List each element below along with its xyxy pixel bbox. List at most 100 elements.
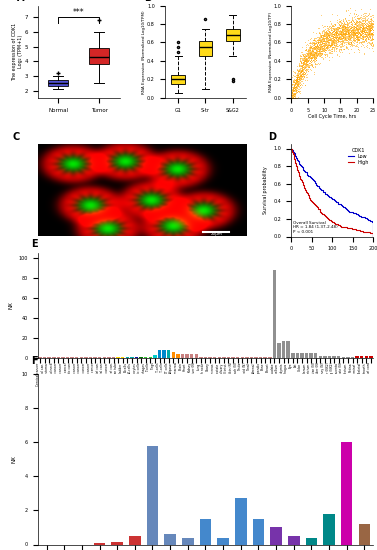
Point [330, 35, 336, 44]
Point [351, 29, 357, 37]
Point [331, 32, 337, 41]
Point [320, 30, 326, 39]
Point [312, 36, 318, 45]
Point [298, 73, 304, 81]
Point [369, 38, 375, 47]
Point [369, 29, 375, 37]
Point [359, 31, 365, 40]
Point [297, 69, 303, 78]
Point [299, 54, 305, 63]
Point [303, 65, 309, 74]
Point [343, 15, 349, 24]
Point [305, 45, 311, 53]
Point [334, 37, 340, 46]
Point [345, 27, 351, 36]
Point [365, 30, 371, 39]
Point [318, 51, 324, 60]
Point [308, 43, 314, 52]
Point [340, 31, 346, 40]
Point [369, 20, 375, 29]
Point [309, 41, 315, 50]
Point [316, 33, 322, 42]
Bar [341, 442, 352, 544]
Point [354, 16, 360, 25]
Point [345, 20, 351, 29]
Point [354, 18, 360, 27]
Point [340, 31, 346, 40]
Point [290, 91, 296, 100]
Point [351, 41, 357, 50]
Point [331, 30, 337, 38]
Point [293, 82, 299, 91]
Point [340, 38, 346, 47]
Point [300, 67, 306, 76]
Point [356, 32, 362, 41]
Point [305, 57, 311, 65]
Point [354, 21, 360, 30]
Point [328, 19, 334, 28]
Point [295, 82, 301, 91]
Point [292, 75, 298, 84]
Point [331, 32, 337, 41]
Point [328, 32, 334, 41]
Point [353, 23, 359, 32]
Point [310, 47, 316, 56]
Point [289, 94, 295, 102]
Point [308, 42, 314, 51]
Point [313, 50, 319, 59]
Point [328, 32, 334, 41]
Point [362, 15, 368, 24]
Point [340, 30, 346, 38]
Point [359, 18, 365, 27]
Point [331, 45, 337, 54]
Point [321, 35, 327, 43]
Point [323, 43, 329, 52]
Point [331, 40, 337, 49]
Point [317, 33, 323, 42]
Point [299, 64, 305, 73]
Point [294, 68, 300, 77]
Point [303, 60, 309, 69]
Point [370, 18, 376, 27]
Point [369, 25, 375, 34]
Point [331, 40, 337, 49]
Point [355, 35, 361, 44]
Point [320, 44, 326, 53]
Point [317, 51, 323, 60]
Point [322, 28, 328, 36]
Point [295, 80, 301, 89]
Point [342, 29, 348, 37]
Point [364, 42, 370, 51]
Point [361, 24, 367, 32]
Point [340, 35, 346, 44]
Point [321, 30, 327, 38]
Point [370, 23, 376, 32]
Point [368, 19, 374, 28]
Point [351, 34, 357, 43]
Point [353, 25, 359, 34]
Point [359, 26, 365, 35]
Point [348, 26, 354, 35]
Point [298, 74, 304, 83]
Point [359, 26, 365, 35]
Point [318, 39, 324, 48]
Point [363, 32, 369, 41]
Point [351, 24, 357, 32]
Point [361, 18, 367, 27]
Point [308, 47, 314, 56]
Point [333, 24, 339, 32]
Point [338, 37, 344, 46]
Point [336, 24, 342, 32]
Point [346, 27, 352, 36]
Point [307, 57, 313, 65]
Point [352, 29, 359, 37]
Point [326, 35, 332, 43]
Point [359, 17, 365, 26]
Point [368, 14, 374, 23]
Point [304, 52, 310, 60]
Point [362, 30, 368, 38]
Point [340, 34, 346, 42]
Point [340, 30, 346, 38]
Bar [98, 356, 101, 358]
Point [362, 18, 368, 27]
